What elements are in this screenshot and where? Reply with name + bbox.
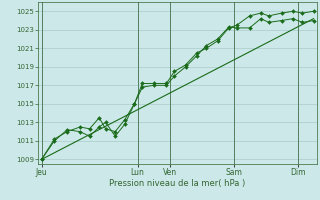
X-axis label: Pression niveau de la mer( hPa ): Pression niveau de la mer( hPa ) bbox=[109, 179, 246, 188]
